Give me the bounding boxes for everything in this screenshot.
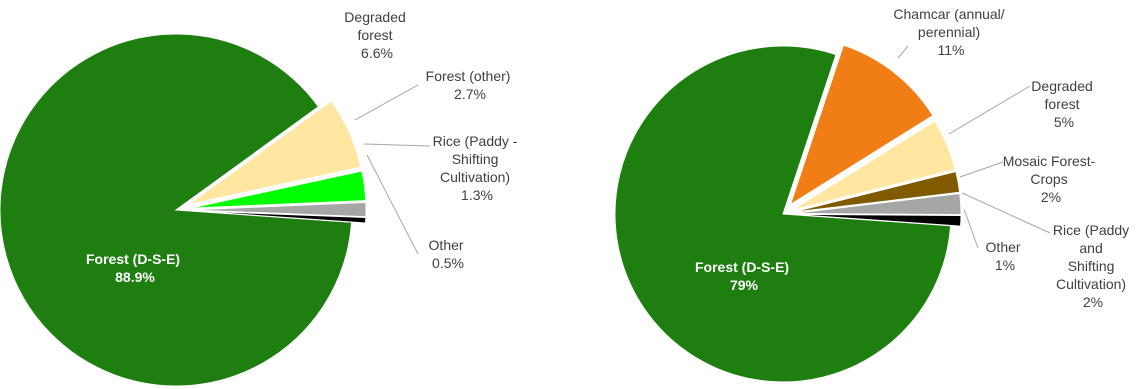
label-degraded-forest-right: Degraded forest 5% — [1031, 78, 1096, 130]
label-mosaic-right: Mosaic Forest- Crops 2% — [1003, 153, 1099, 205]
leader-chamcar-right — [897, 45, 909, 59]
label-chamcar-right: Chamcar (annual/ perennial) 11% — [893, 6, 1008, 58]
leader-degraded-right — [948, 85, 1031, 135]
pie-slice-left-other — [189, 210, 367, 224]
leader-rice-left — [363, 143, 431, 147]
label-rice-left: Rice (Paddy - Shifting Cultivation) 1.3% — [433, 133, 522, 203]
pie-slice-right-mosaic-forest-crops — [792, 170, 961, 213]
pie-slice-right-chamcar-annual-perennial — [789, 44, 934, 206]
label-degraded-forest-left: Degraded forest 6.6% — [344, 9, 409, 61]
pie-chart-left — [0, 33, 367, 387]
pie-slice-right-rice-paddy-and-shifting-cultivation — [792, 192, 962, 216]
label-forest-other-left: Forest (other) 2.7% — [426, 68, 515, 102]
pie-slice-right-forest-d-s-e — [614, 45, 952, 383]
label-forest-dse-left: Forest (D-S-E) 88.9% — [86, 251, 184, 285]
label-rice-right: Rice (Paddy and Shifting Cultivation) 2% — [1053, 222, 1133, 310]
label-other-left: Other 0.5% — [429, 237, 468, 271]
pie-slice-left-degraded-forest — [188, 100, 362, 205]
leader-forest-other-left — [354, 84, 419, 121]
pie-slice-left-forest-other — [189, 170, 367, 209]
label-other-right: Other 1% — [986, 239, 1025, 273]
label-forest-dse-right: Forest (D-S-E) 79% — [695, 259, 793, 293]
pie-slice-left-rice-paddy-shifting-cultivation — [189, 201, 367, 218]
left-labels: Forest (D-S-E) 88.9% Degraded forest 6.6… — [86, 9, 522, 285]
pie-slice-right-degraded-forest — [791, 120, 956, 211]
right-labels: Forest (D-S-E) 79% Chamcar (annual/ pere… — [695, 6, 1133, 310]
leader-other-right — [963, 208, 979, 249]
pie-slice-right-other — [792, 213, 962, 227]
leader-mosaic-right — [959, 161, 1004, 178]
leader-rice-right — [961, 192, 1051, 234]
pie-chart-right — [614, 44, 962, 383]
leader-other-left — [366, 154, 419, 255]
pie-slice-left-forest-d-s-e — [0, 33, 353, 387]
